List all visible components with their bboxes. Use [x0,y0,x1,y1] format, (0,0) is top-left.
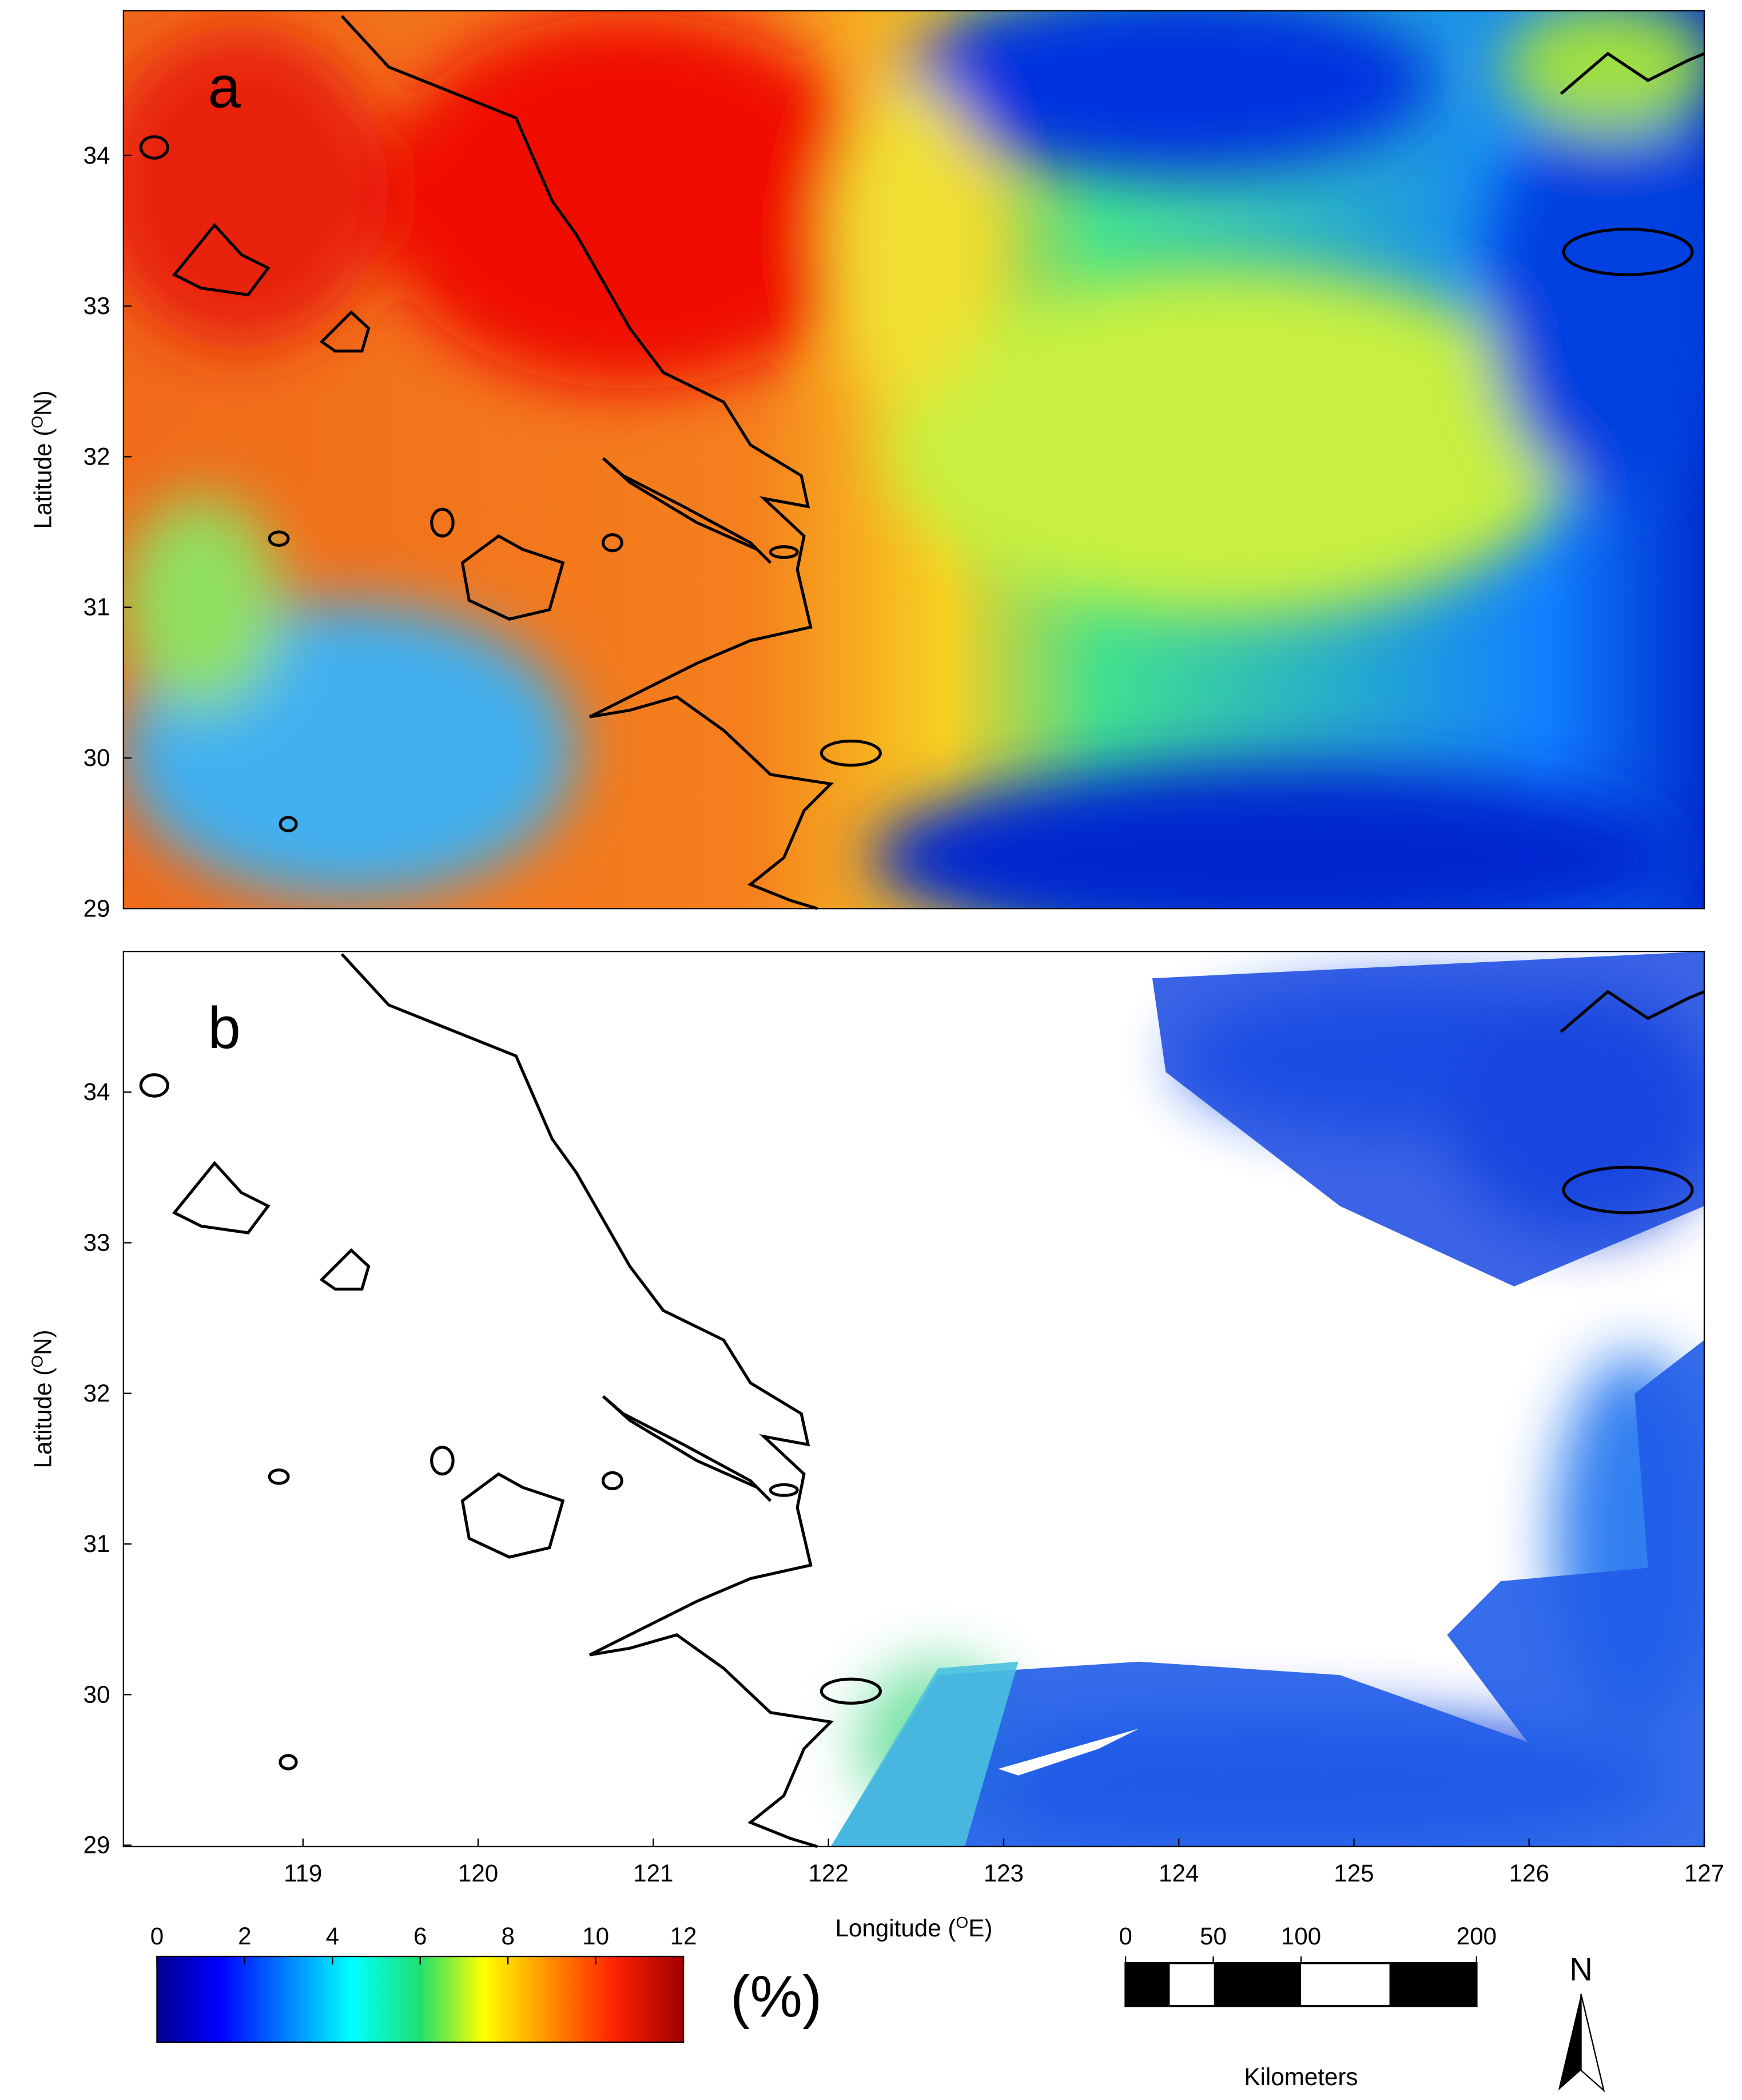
panel-a-image [123,10,1705,909]
y-tick-label: 30 [83,744,110,771]
x-axis-label-part: E) [968,1915,992,1942]
y-axis-label-part: O [28,1355,46,1368]
y-tick-label: 33 [83,292,110,319]
colorbar-tick-label: 8 [501,1923,514,1950]
colorbar: (%) [156,1955,822,2043]
scale-unit: Kilometers [1244,2063,1358,2090]
y-tick-label: 29 [83,895,110,922]
scale-tick-label: 200 [1457,1923,1497,1950]
x-tick-label: 123 [984,1860,1024,1887]
y-axis-label-part: N) [29,1329,56,1355]
panel-b-image [123,951,1705,1847]
coastline [139,15,1705,910]
y-tick-label: 32 [83,443,110,470]
north-label: N [1569,1951,1593,1987]
scale-tick-label: 0 [1119,1923,1132,1950]
colorbar-tick-label: 12 [670,1923,697,1950]
x-tick-label: 126 [1509,1860,1549,1887]
colorbar-tick-label: 2 [238,1923,251,1950]
panel-frame [122,950,1705,1848]
y-axis-label-part: Latitude ( [29,428,56,529]
colorbar-tick-label: 6 [413,1923,427,1950]
x-axis-label-part: Longitude ( [835,1915,956,1942]
x-tick-label: 121 [633,1860,673,1887]
y-axis-label-part: Latitude ( [29,1368,56,1468]
y-tick-label: 32 [83,1380,110,1407]
x-tick-label: 124 [1159,1860,1199,1887]
y-axis-label-part: O [28,416,46,428]
scale-tick-label: 100 [1281,1923,1321,1950]
y-tick-label: 34 [83,1078,110,1105]
y-tick-label: 34 [83,142,110,169]
colorbar-tick-label: 4 [326,1923,339,1950]
panel-label: a [208,54,241,120]
y-tick-label: 30 [83,1681,110,1708]
scale-tick-label: 50 [1200,1923,1227,1950]
y-tick-label: 31 [83,1530,110,1557]
x-tick-label: 127 [1684,1860,1724,1887]
x-tick-label: 125 [1334,1860,1374,1887]
y-tick-label: 29 [83,1832,110,1859]
colorbar-tick-label: 10 [582,1923,609,1950]
x-tick-label: 122 [808,1860,848,1887]
coastline [139,953,1705,1848]
x-tick-label: 119 [284,1860,322,1887]
colorbar-unit: (%) [730,1963,822,2029]
panel-frame [122,10,1705,910]
y-tick-label: 31 [83,594,110,621]
colorbar-tick-label: 0 [150,1923,164,1950]
y-axis-label: Latitude (ON) [28,1329,57,1468]
y-axis-label-part: N) [29,390,56,415]
scale-bar [1124,1962,1478,2007]
panel-label: b [208,995,240,1061]
y-axis-label: Latitude (ON) [28,390,57,529]
y-tick-label: 33 [83,1229,110,1256]
x-axis-label: Longitude (OE) [835,1913,992,1942]
north-arrow: N [1558,1951,1605,2093]
x-tick-label: 120 [458,1860,498,1887]
x-axis-label-part: O [956,1913,968,1931]
